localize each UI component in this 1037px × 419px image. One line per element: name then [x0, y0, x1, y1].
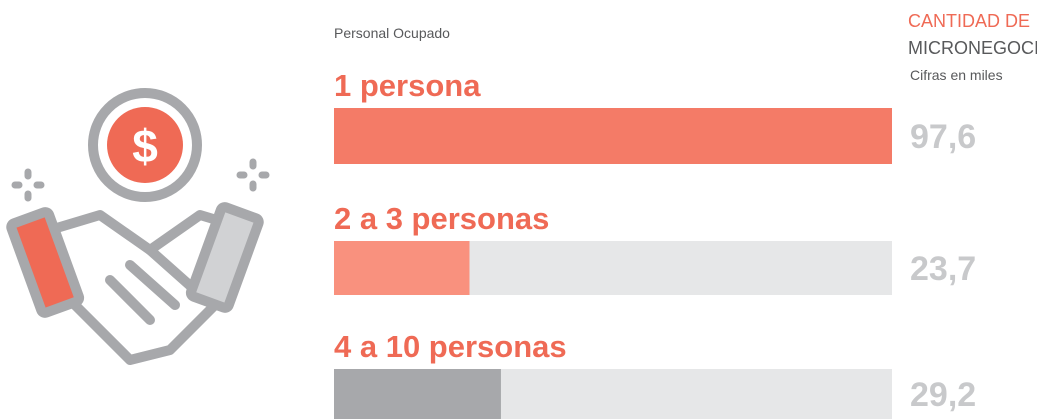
- category-label: 2 a 3 personas: [334, 201, 549, 236]
- handshake-icon: $: [6, 88, 270, 365]
- value-label: 23,7: [910, 250, 976, 288]
- title-line: MICRONEGOCIOS: [908, 38, 1037, 58]
- value-label: 29,2: [910, 376, 976, 414]
- value-label: 97,6: [910, 118, 976, 156]
- x-label: Personal Ocupado: [334, 25, 450, 41]
- bar: [334, 369, 501, 419]
- svg-text:$: $: [132, 120, 158, 172]
- bar: [334, 241, 470, 295]
- title-line: CANTIDAD DE: [908, 11, 1030, 31]
- bar: [334, 108, 892, 164]
- subtitle: Cifras en miles: [910, 67, 1003, 83]
- category-label: 4 a 10 personas: [334, 329, 567, 364]
- category-label: 1 persona: [334, 68, 481, 103]
